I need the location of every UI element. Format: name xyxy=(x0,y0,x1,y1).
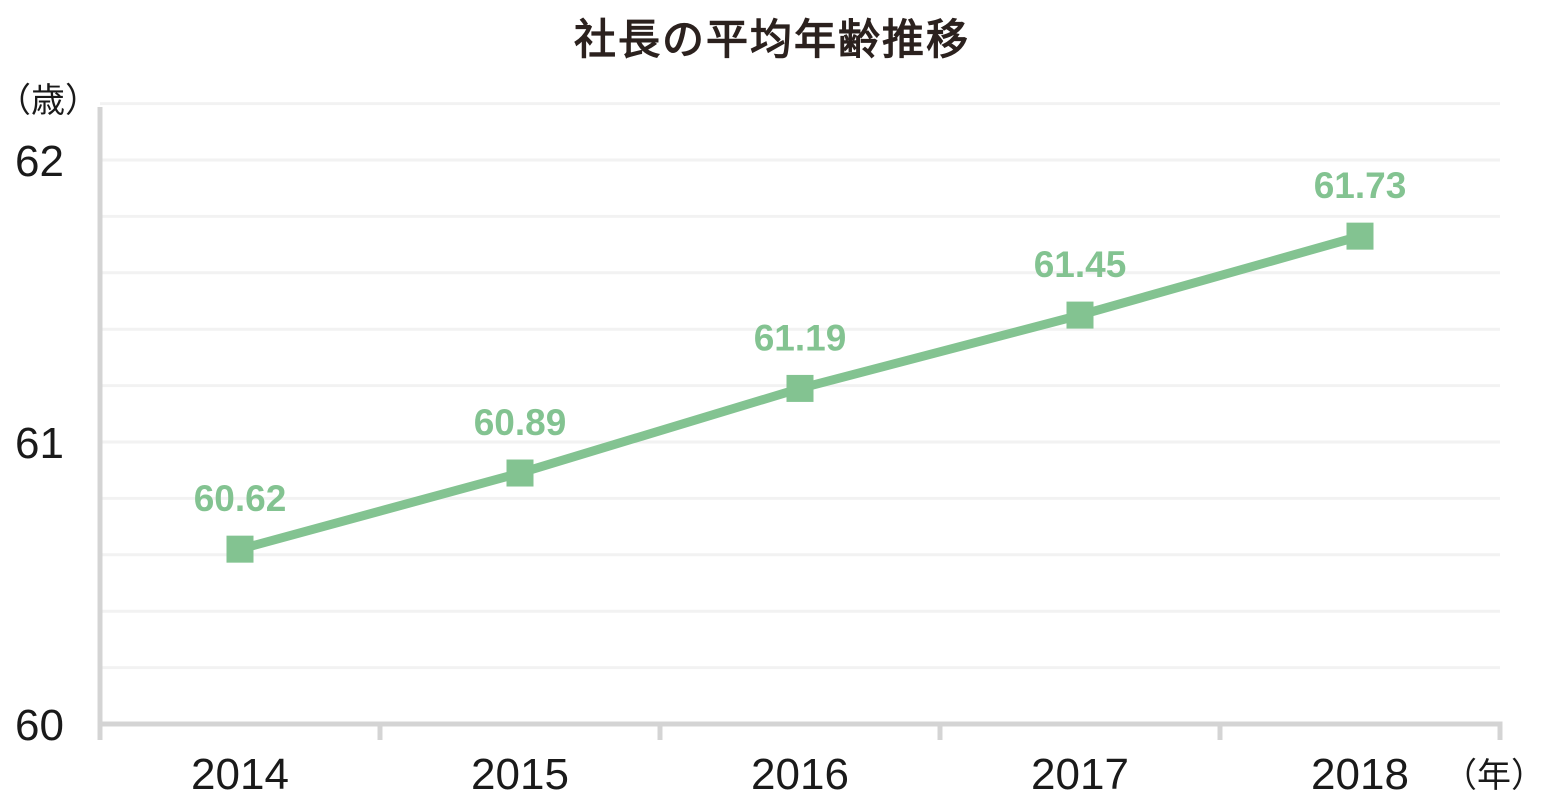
data-point-marker-2016 xyxy=(786,374,814,402)
data-point-label-2018: 61.73 xyxy=(1314,165,1407,206)
y-tick-label: 60 xyxy=(15,701,64,750)
x-axis-unit-label: （年） xyxy=(1443,757,1544,795)
chart-title: 社長の平均年齢推移 xyxy=(573,16,970,63)
y-tick-label: 62 xyxy=(15,137,64,186)
x-tick-label: 2017 xyxy=(1031,750,1129,799)
data-point-label-2015: 60.89 xyxy=(474,402,567,443)
x-tick-label: 2014 xyxy=(191,750,289,799)
data-point-label-2017: 61.45 xyxy=(1034,244,1127,285)
x-tick-label: 2016 xyxy=(751,750,849,799)
data-point-marker-2014 xyxy=(226,535,254,563)
y-tick-label: 61 xyxy=(15,419,64,468)
x-tick-label: 2015 xyxy=(471,750,569,799)
data-point-label-2014: 60.62 xyxy=(194,478,287,519)
y-axis-unit-label: （歳） xyxy=(0,82,99,120)
data-point-marker-2017 xyxy=(1066,301,1094,329)
data-point-label-2016: 61.19 xyxy=(754,317,847,358)
x-tick-label: 2018 xyxy=(1311,750,1409,799)
data-point-marker-2015 xyxy=(506,459,534,487)
data-point-marker-2018 xyxy=(1346,222,1374,250)
